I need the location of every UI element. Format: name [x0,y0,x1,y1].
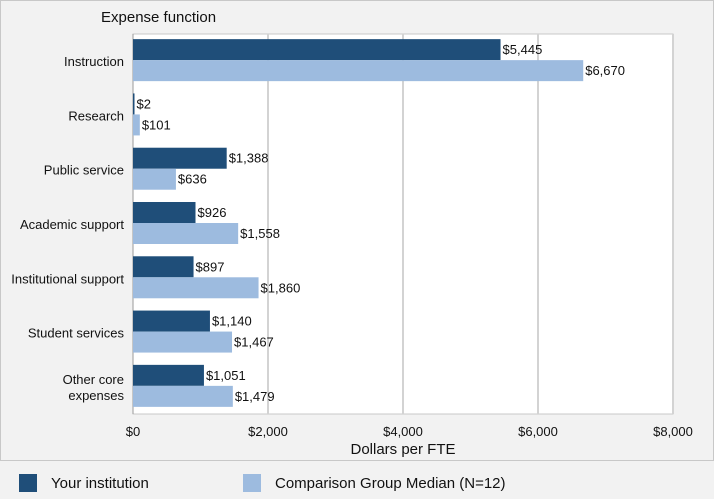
bar-s1-4 [133,277,259,299]
data-label-s0-0: $5,445 [503,42,543,57]
legend-swatch-your-institution [19,474,37,492]
data-label-s1-3: $1,558 [240,226,280,241]
category-label-1: Research [68,108,124,123]
data-label-s1-2: $636 [178,172,207,187]
x-tick-label-0: $0 [126,424,140,439]
legend-label-your-institution: Your institution [51,474,149,492]
bar-s1-3 [133,223,239,244]
data-label-s0-6: $1,051 [206,368,246,383]
bar-s0-2 [133,147,227,169]
data-label-s0-3: $926 [198,205,227,220]
data-label-s1-6: $1,479 [235,389,275,404]
data-label-s1-1: $101 [142,117,171,132]
category-label-2: Public service [44,163,124,178]
data-label-s1-4: $1,860 [261,280,301,295]
chart-title: Expense function [101,9,216,26]
x-tick-label-2: $4,000 [383,424,423,439]
bar-s0-4 [133,256,194,278]
data-label-s0-5: $1,140 [212,314,252,329]
data-label-s1-0: $6,670 [585,63,625,78]
bar-s1-1 [133,114,140,136]
x-axis-label: Dollars per FTE [350,441,455,458]
x-tick-label-3: $6,000 [518,424,558,439]
bar-s0-6 [133,364,204,386]
category-label-3: Academic support [20,217,124,232]
data-label-s0-2: $1,388 [229,151,269,166]
legend: Your institution Comparison Group Median… [0,460,714,499]
legend-item-comparison-group: Comparison Group Median (N=12) [243,474,506,492]
bar-s1-5 [133,331,233,353]
bar-s0-1 [133,93,135,115]
bar-s0-5 [133,310,210,332]
category-label-0: Instruction [64,54,124,69]
bar-s1-0 [133,60,584,82]
data-label-s1-5: $1,467 [234,335,274,350]
legend-label-comparison-group: Comparison Group Median (N=12) [275,474,506,492]
category-label-6: Other core expenses [63,372,125,403]
bar-chart: Expense function Instruction $5,445 $6,670 R… [11,9,693,458]
bar-s0-3 [133,202,196,223]
category-label-5: Student services [28,326,125,341]
bar-s1-2 [133,168,176,190]
x-tick-label-4: $8,000 [653,424,693,439]
bar-s0-0 [133,39,501,61]
data-label-s0-4: $897 [196,259,225,274]
data-label-s0-1: $2 [137,96,151,111]
legend-item-your-institution: Your institution [19,474,149,492]
category-label-4: Institutional support [11,271,124,286]
bar-s1-6 [133,385,233,407]
legend-swatch-comparison-group [243,474,261,492]
x-tick-label-1: $2,000 [248,424,288,439]
